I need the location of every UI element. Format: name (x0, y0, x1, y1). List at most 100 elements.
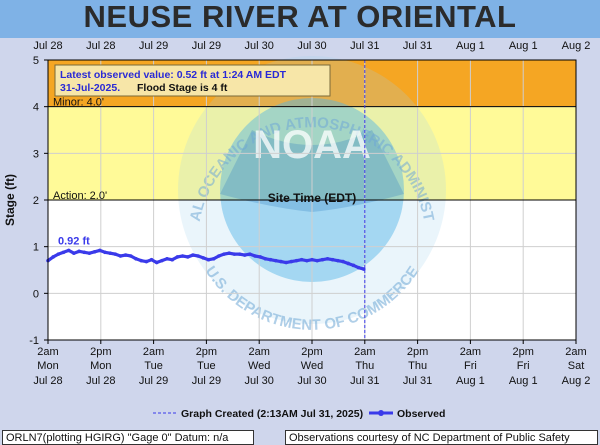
observed-point (196, 254, 200, 258)
top-tick-label: Jul 29 (139, 40, 168, 52)
x-tick-time: 2pm (196, 346, 217, 358)
latest-observed-date: 31-Jul-2025. (60, 82, 120, 94)
observed-point (351, 263, 356, 268)
observed-point (77, 249, 81, 254)
observed-point (294, 258, 299, 263)
x-tick-time: 2am (565, 346, 586, 358)
flood-label-minor: Minor: 4.0' (53, 97, 104, 109)
top-tick-label: Aug 2 (562, 40, 591, 52)
datum-note: ORLN7(plotting HGIRG) "Gage 0" Datum: n/… (2, 430, 254, 445)
x-tick-time: 2pm (301, 346, 322, 358)
x-tick-time: 2am (143, 346, 164, 358)
x-tick-day: Wed (248, 360, 270, 372)
observed-point (325, 257, 330, 261)
observed-point (66, 248, 71, 253)
observed-point (97, 248, 102, 253)
x-tick-time: 2pm (512, 346, 533, 358)
top-tick-label: Jul 28 (33, 40, 62, 52)
x-tick-day: Fri (517, 360, 530, 372)
page-title: NEUSE RIVER AT ORIENTAL (83, 0, 517, 34)
observed-point (258, 255, 263, 259)
observed-point (108, 251, 112, 255)
x-tick-day: Sat (568, 360, 585, 372)
x-tick-date: Jul 28 (86, 375, 115, 387)
observed-point (165, 257, 169, 261)
observed-point (170, 257, 175, 262)
x-tick-date: Jul 29 (192, 375, 221, 387)
observed-point (253, 254, 257, 258)
observed-point (82, 250, 87, 255)
observed-point (201, 256, 206, 260)
observed-point (273, 258, 278, 263)
observed-point (227, 251, 231, 255)
observed-point (175, 255, 180, 259)
observed-point (87, 251, 92, 255)
top-tick-label: Jul 31 (350, 40, 379, 52)
observed-point (237, 252, 242, 256)
observed-point (160, 258, 164, 263)
flood-stage-note: Flood Stage is 4 ft (137, 82, 228, 94)
x-tick-date: Jul 29 (139, 375, 168, 387)
observed-point (284, 260, 288, 265)
x-tick-time: 2pm (407, 346, 428, 358)
observed-point (248, 252, 252, 256)
x-tick-time: 2am (460, 346, 481, 358)
x-tick-day: Mon (37, 360, 58, 372)
x-tick-day: Tue (144, 360, 163, 372)
observed-point (305, 258, 309, 263)
observed-point (279, 259, 283, 264)
x-axis-label: Site Time (EDT) (268, 191, 356, 205)
observed-point (217, 254, 221, 258)
x-tick-time: 2am (354, 346, 375, 358)
observed-point (149, 257, 154, 262)
observed-point (61, 250, 66, 255)
x-tick-day: Mon (90, 360, 111, 372)
observed-point (346, 261, 351, 266)
latest-observed-box (54, 64, 331, 97)
peak-value-label: 0.92 ft (58, 235, 90, 247)
top-tick-label: Jul 30 (297, 40, 326, 52)
y-tick-label: 0 (33, 288, 39, 300)
y-tick-label: 5 (33, 55, 39, 67)
x-tick-date: Jul 30 (297, 375, 326, 387)
y-tick-label: 3 (33, 148, 39, 160)
observed-point (356, 265, 361, 270)
observed-point (232, 252, 237, 256)
observed-point (310, 257, 314, 262)
y-axis-label: Stage (ft) (3, 174, 17, 226)
y-tick-label: -1 (29, 335, 39, 347)
observed-point (103, 250, 107, 255)
x-tick-date: Jul 28 (33, 375, 62, 387)
observed-point (185, 255, 190, 259)
x-tick-day: Thu (355, 360, 374, 372)
x-tick-date: Aug 2 (562, 375, 591, 387)
observed-point (299, 257, 304, 262)
observed-point (289, 259, 294, 264)
observed-point (144, 259, 149, 264)
x-tick-day: Tue (197, 360, 216, 372)
flood-label-action: Action: 2.0' (53, 190, 107, 202)
x-tick-date: Aug 1 (456, 375, 485, 387)
observed-point (123, 253, 128, 257)
observed-point (330, 257, 335, 262)
observed-point (129, 254, 133, 258)
legend-observed-marker (378, 410, 384, 416)
x-tick-date: Jul 30 (245, 375, 274, 387)
x-tick-date: Aug 1 (509, 375, 538, 387)
observed-point (56, 252, 61, 256)
observed-point (113, 252, 118, 256)
x-tick-date: Jul 31 (350, 375, 379, 387)
observed-point (191, 253, 195, 257)
observed-point (139, 258, 143, 263)
y-tick-label: 4 (33, 102, 39, 114)
x-tick-date: Jul 31 (403, 375, 432, 387)
top-tick-label: Jul 31 (403, 40, 432, 52)
observed-point (222, 252, 226, 256)
observed-point (242, 253, 247, 257)
observed-point (206, 257, 211, 262)
observed-point (154, 260, 159, 265)
observed-point (118, 254, 123, 258)
observed-point (134, 257, 138, 261)
top-tick-label: Jul 29 (192, 40, 221, 52)
